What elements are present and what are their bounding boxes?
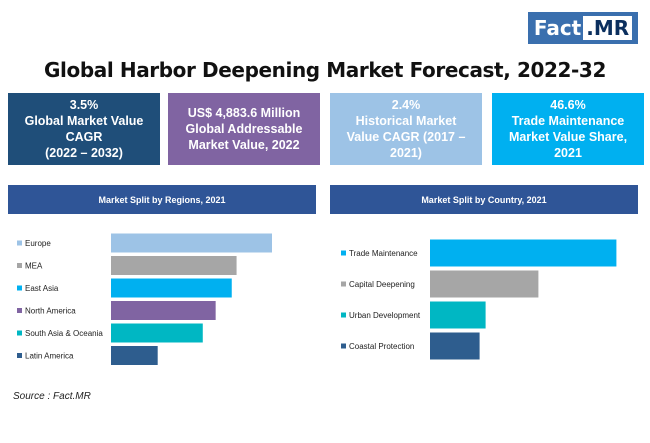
kpi-card-trade-maintenance-share: 46.6% Trade Maintenance Market Value Sha… <box>492 93 644 165</box>
legend-swatch <box>341 343 346 349</box>
kpi-card-cagr: 3.5% Global Market Value CAGR (2022 – 20… <box>8 93 160 165</box>
country-bar-chart: Trade Maintenance Capital Deepening Urban … <box>341 239 617 360</box>
page-title: Global Harbor Deepening Market Forecast,… <box>44 58 606 82</box>
logo-text-fact: Fact <box>533 16 582 40</box>
legend-swatch <box>17 308 22 313</box>
kpi-label-line: Value CAGR (2017 – <box>346 130 466 144</box>
category-label: Trade Maintenance <box>349 249 418 258</box>
bar <box>430 239 617 267</box>
kpi-card-market-value: US$ 4,883.6 Million Global Addressable M… <box>168 93 320 165</box>
bar <box>111 256 237 275</box>
kpi-label-line: 2021 <box>554 146 582 160</box>
bar <box>111 346 158 365</box>
bar <box>111 323 203 343</box>
country-chart-title: Market Split by Country, 2021 <box>330 185 638 214</box>
kpi-label-line: 2021) <box>390 146 422 160</box>
kpi-label-line: Trade Maintenance <box>511 114 625 128</box>
logo-text-mr: .MR <box>583 16 633 40</box>
kpi-value: 2.4% <box>391 98 421 112</box>
kpi-value: 46.6% <box>550 98 586 112</box>
legend-swatch <box>17 263 22 268</box>
category-label: Urban Development <box>349 311 421 320</box>
bar <box>111 278 232 298</box>
fact-mr-logo: Fact .MR <box>528 12 638 44</box>
category-label: East Asia <box>25 284 59 293</box>
legend-swatch <box>341 281 346 287</box>
category-label: Latin America <box>25 352 74 361</box>
kpi-label-line: Historical Market <box>355 114 457 128</box>
kpi-label-line: Global Addressable <box>185 122 303 136</box>
legend-swatch <box>17 330 22 336</box>
legend-swatch <box>17 353 22 358</box>
kpi-value: US$ 4,883.6 Million <box>187 106 301 120</box>
category-label: South Asia & Oceania <box>25 329 103 338</box>
bar <box>430 332 480 360</box>
category-label: Capital Deepening <box>349 280 415 289</box>
category-label: North America <box>25 307 76 316</box>
bar <box>430 301 486 329</box>
source-note: Source : Fact.MR <box>13 391 91 402</box>
legend-swatch <box>341 250 346 256</box>
kpi-value: 3.5% <box>69 98 99 112</box>
kpi-label-line: Market Value Share, <box>508 130 628 144</box>
bar <box>111 233 272 253</box>
category-label: Europe <box>25 239 51 248</box>
kpi-label-line: Global Market Value <box>24 114 144 128</box>
legend-swatch <box>341 312 346 318</box>
bar <box>111 301 216 320</box>
regions-chart-title: Market Split by Regions, 2021 <box>8 185 316 214</box>
kpi-label-line: (2022 – 2032) <box>45 146 123 160</box>
category-label: MEA <box>25 262 43 271</box>
kpi-card-historical-cagr: 2.4% Historical Market Value CAGR (2017 … <box>330 93 482 165</box>
kpi-label-line: CAGR <box>65 130 103 144</box>
regions-bar-chart: Europe MEA East Asia North America South Asi… <box>17 233 272 365</box>
legend-swatch <box>17 240 22 246</box>
kpi-label-line: Market Value, 2022 <box>188 138 300 152</box>
category-label: Coastal Protection <box>349 342 414 351</box>
bar <box>430 270 539 298</box>
legend-swatch <box>17 285 22 291</box>
